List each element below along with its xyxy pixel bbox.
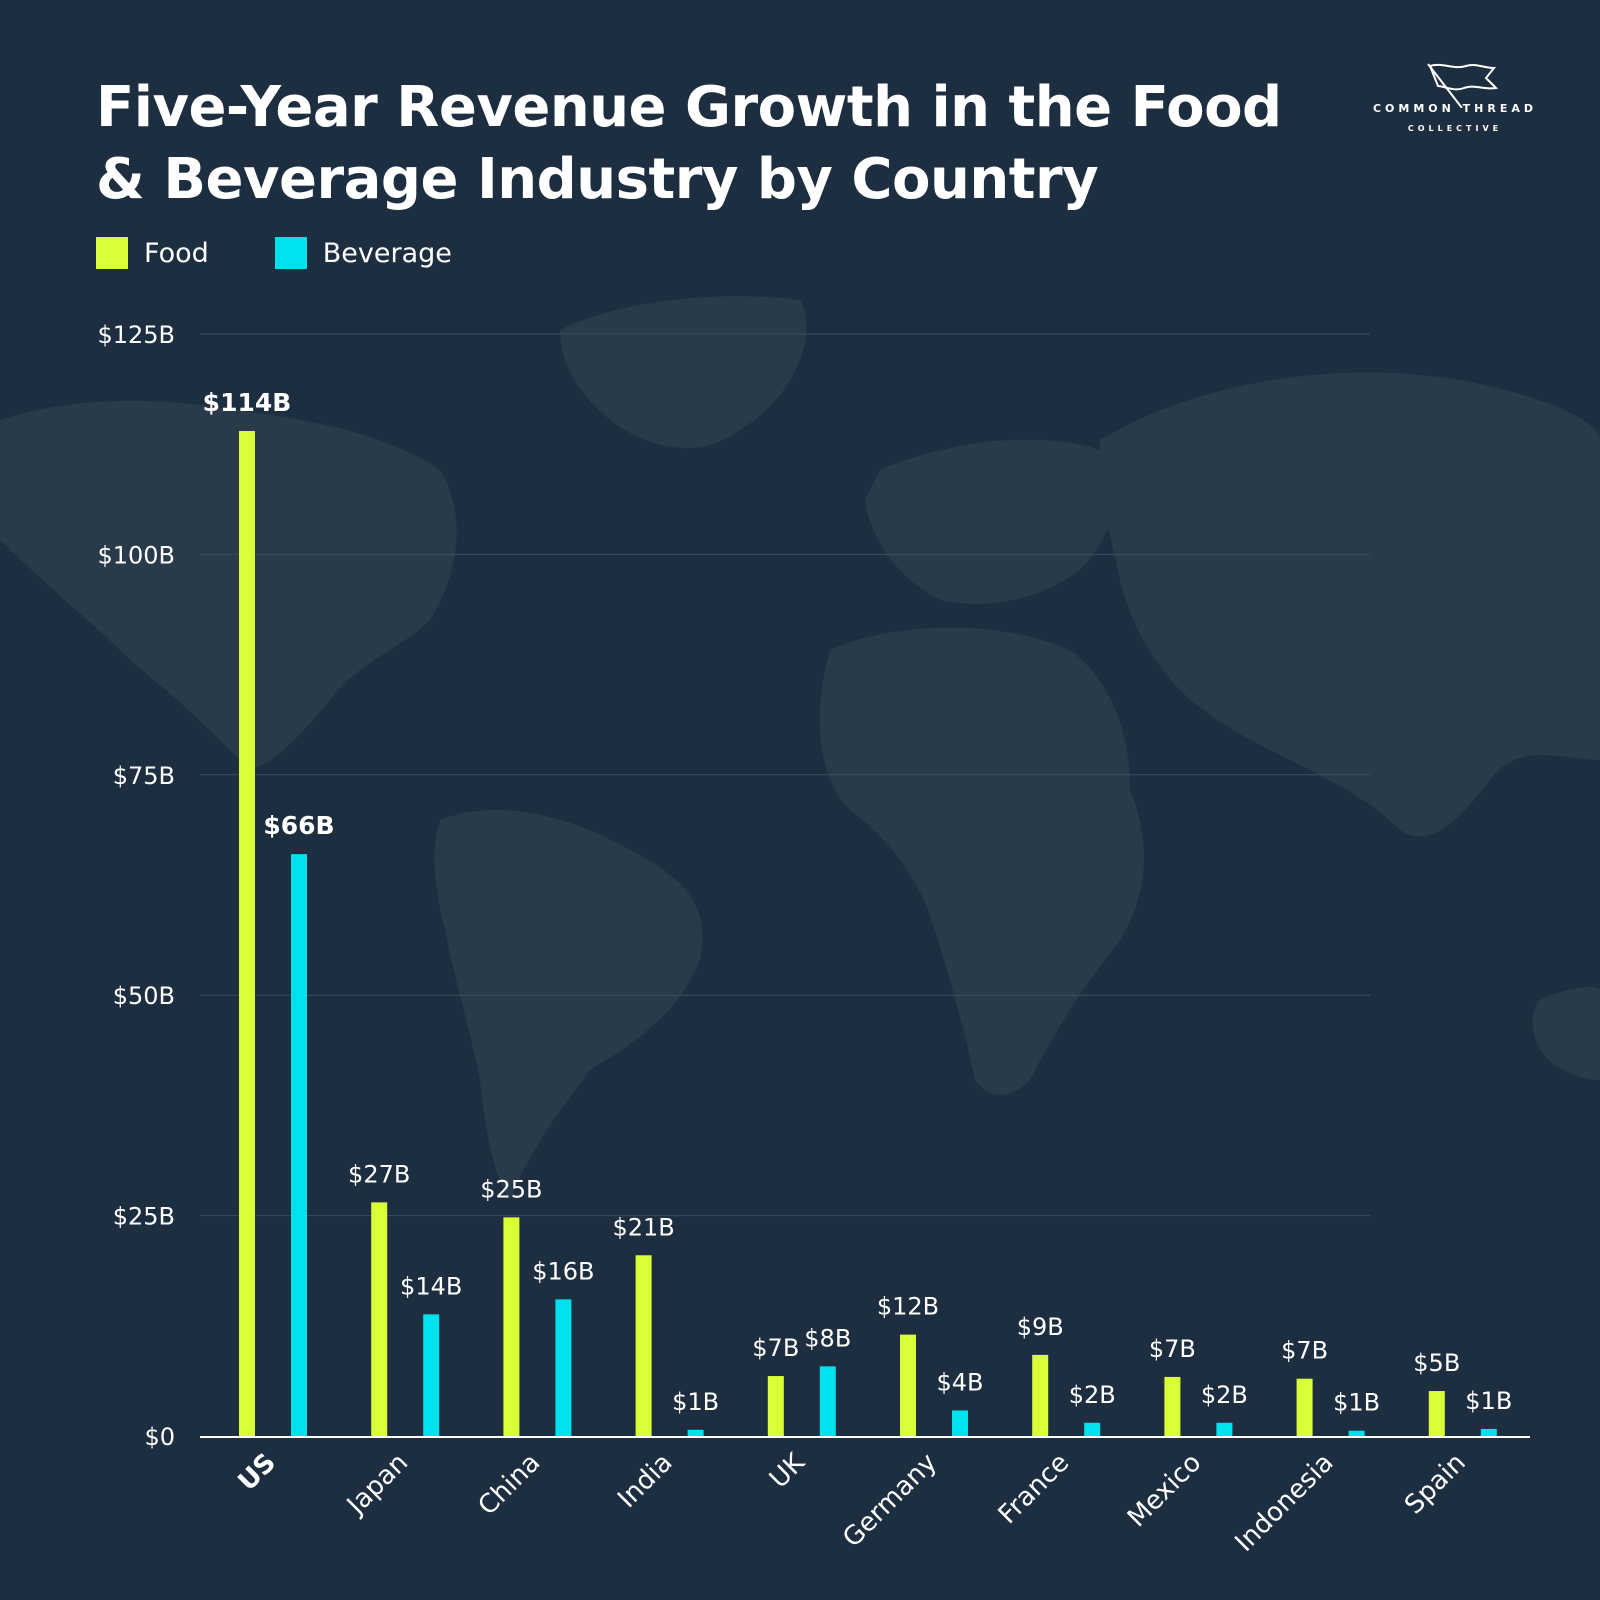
y-tick-label: $75B [113,762,175,790]
y-tick-label: $25B [113,1203,175,1231]
legend: Food Beverage [96,236,518,270]
data-label: $2B [1069,1381,1116,1409]
data-label: $7B [1149,1335,1196,1363]
bar-food-uk [767,1376,784,1436]
data-label: $2B [1201,1381,1248,1409]
chart-title: Five-Year Revenue Growth in the Food & B… [96,72,1296,216]
legend-swatch-food [96,237,128,269]
bar-food-china [503,1217,520,1436]
logo-text-secondary: COLLECTIVE [1407,124,1503,133]
data-label: $25B [480,1175,542,1203]
data-label: $1B [1333,1389,1380,1417]
x-tick-label: Indonesia [1229,1448,1339,1558]
data-label: $1B [1465,1387,1512,1415]
map-australia [1532,987,1600,1080]
chart-title-line-2: & Beverage Industry by Country [96,147,1099,212]
legend-label-food: Food [144,237,209,269]
y-tick-label: $100B [97,541,175,569]
bar-food-france [1032,1354,1049,1436]
map-africa [819,627,1144,1095]
bar-food-india [635,1255,652,1436]
data-label: $114B [203,388,292,417]
data-label: $7B [1281,1337,1328,1365]
data-label: $16B [532,1257,594,1285]
map-north-america [0,400,457,770]
y-tick-label: $50B [113,982,175,1010]
bar-food-mexico [1164,1376,1181,1436]
x-tick-label: Japan [340,1448,414,1522]
bar-beverage-germany [952,1410,968,1436]
map-asia [1099,372,1600,837]
x-tick-label: US [233,1448,282,1497]
data-label: $12B [877,1293,939,1321]
bar-beverage-india [687,1429,704,1436]
common-thread-logo: COMMON THREAD COLLECTIVE [1370,62,1540,142]
map-south-america [434,810,703,1200]
bar-food-us [239,430,255,1436]
bar-food-japan [371,1202,388,1436]
x-tick-label: UK [764,1447,811,1494]
bar-beverage-spain [1480,1428,1497,1436]
data-label: $27B [348,1160,410,1188]
data-label: $8B [804,1324,851,1352]
bar-beverage-france [1084,1422,1101,1436]
bar-beverage-china [555,1299,572,1436]
flag-icon [1427,63,1499,108]
data-label: $9B [1017,1313,1064,1341]
legend-swatch-beverage [274,237,307,269]
y-tick-label: $0 [144,1423,175,1451]
legend-item-food: Food [96,237,209,269]
x-tick-label: China [473,1448,547,1522]
data-label: $5B [1413,1349,1460,1377]
x-tick-label: India [612,1448,678,1514]
data-label: $66B [263,811,334,840]
bar-beverage-japan [423,1314,440,1436]
bar-beverage-us [291,854,307,1436]
data-label: $4B [936,1368,983,1396]
bar-food-germany [900,1334,916,1436]
legend-label-beverage: Beverage [322,237,452,269]
y-tick-label: $125B [97,321,175,349]
x-tick-label: Spain [1399,1448,1472,1521]
bar-beverage-mexico [1216,1422,1233,1436]
data-label: $21B [612,1213,674,1241]
chart-title-line-1: Five-Year Revenue Growth in the Food [96,75,1282,140]
data-label: $14B [400,1272,462,1300]
bar-beverage-uk [819,1366,836,1436]
data-label: $1B [672,1388,719,1416]
x-tick-label: Mexico [1122,1448,1207,1533]
x-tick-label: Germany [837,1448,943,1554]
bar-food-indonesia [1296,1378,1313,1436]
legend-item-beverage: Beverage [274,237,452,269]
bar-food-spain [1428,1391,1445,1436]
logo-text-primary: COMMON THREAD [1372,102,1538,115]
bar-beverage-indonesia [1348,1430,1365,1436]
data-label: $7B [752,1334,799,1362]
x-tick-label: France [993,1448,1075,1530]
map-europe [865,439,1115,604]
